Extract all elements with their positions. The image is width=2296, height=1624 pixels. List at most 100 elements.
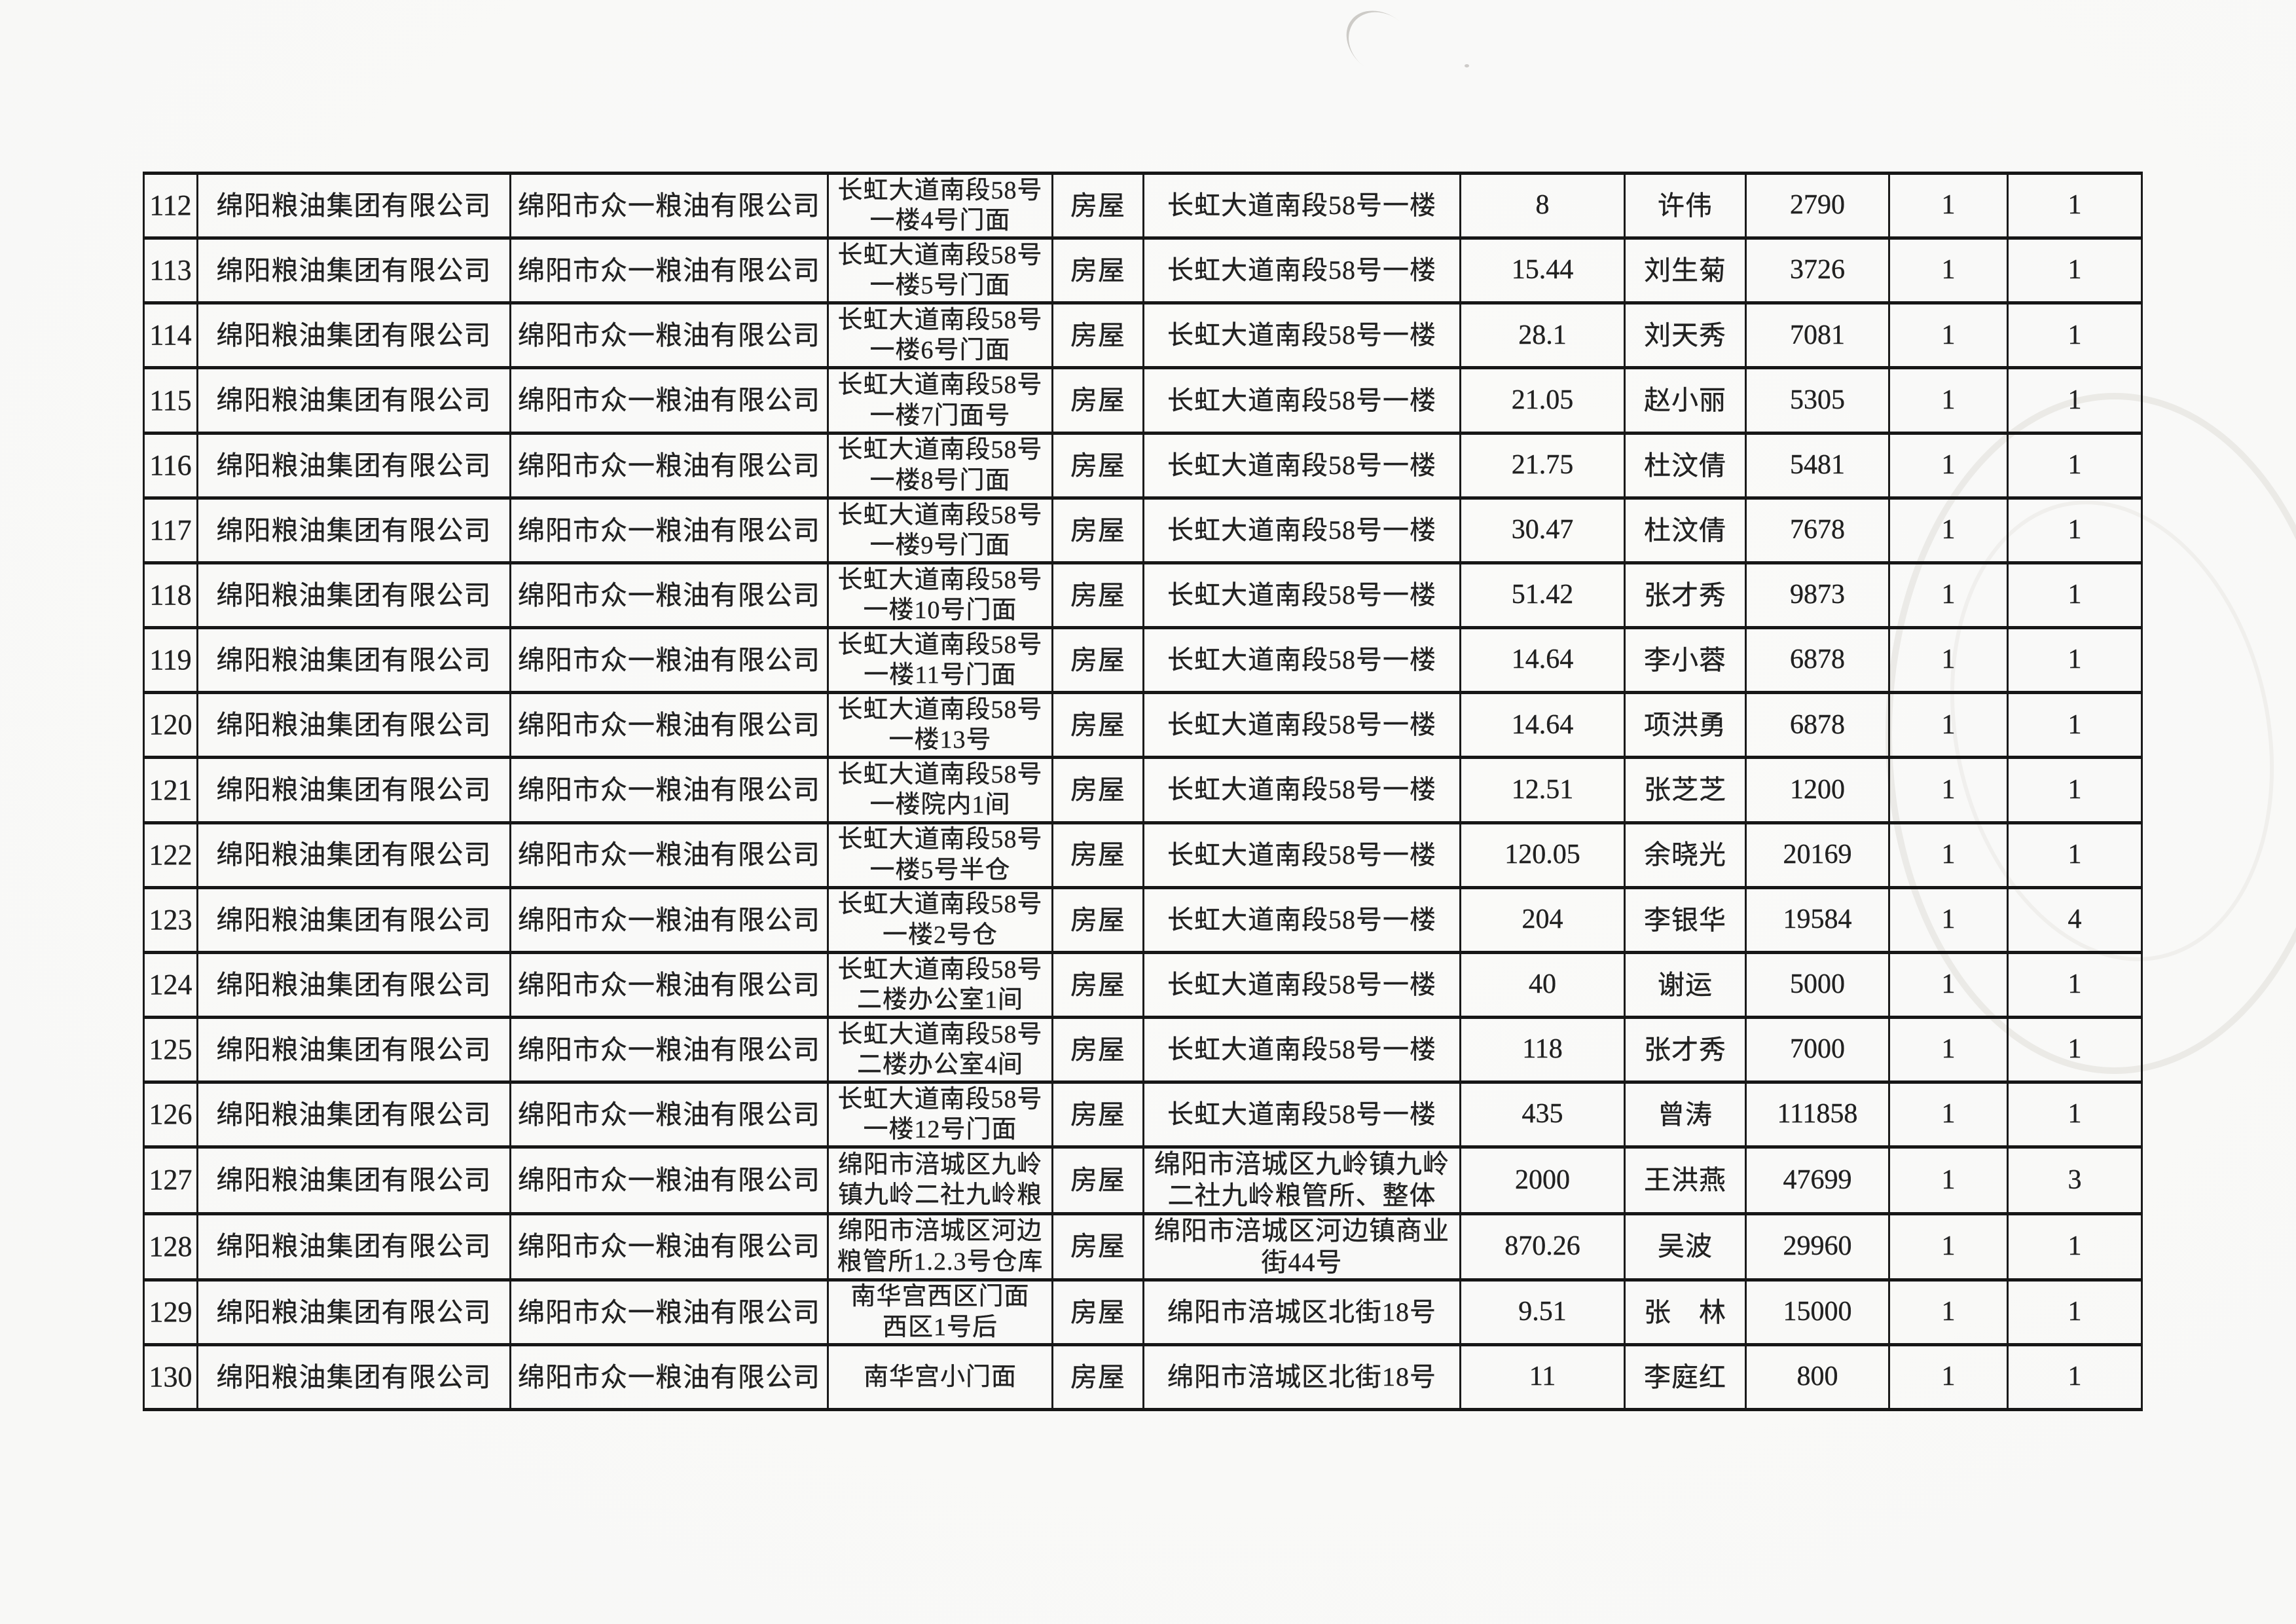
count-1-text: 1: [1941, 709, 1956, 740]
amount-text: 7678: [1790, 515, 1845, 545]
property-name-text: 长虹大道南段58号 一楼13号: [837, 695, 1043, 754]
group-company-text: 绵阳粮油集团有限公司: [216, 904, 492, 935]
row-number-text: 125: [149, 1033, 192, 1066]
property-name-cell: 南华宫西区门面 西区1号后: [827, 1278, 1053, 1346]
holding-company-cell: 绵阳市众一粮油有限公司: [509, 821, 829, 889]
row-number-cell: 126: [143, 1080, 198, 1149]
holding-company-cell: 绵阳市众一粮油有限公司: [509, 1278, 829, 1346]
property-name-text: 南华宫小门面: [863, 1363, 1017, 1391]
row-number-text: 114: [149, 319, 192, 352]
group-company-cell: 绵阳粮油集团有限公司: [196, 1342, 511, 1412]
holding-company-cell: 绵阳市众一粮油有限公司: [509, 1080, 829, 1149]
amount-text: 29960: [1783, 1230, 1852, 1261]
count-1-text: 1: [1941, 580, 1956, 610]
property-name-text: 长虹大道南段58号 一楼12号门面: [837, 1085, 1043, 1144]
count-1-text: 1: [1941, 190, 1956, 221]
row-number-text: 116: [149, 449, 192, 481]
area-cell: 14.64: [1459, 626, 1626, 695]
table-row: 126 绵阳粮油集团有限公司 绵阳市众一粮油有限公司 长虹大道南段58号 一楼1…: [143, 1080, 2143, 1149]
asset-type-text: 房屋: [1070, 385, 1125, 416]
amount-text: 7081: [1790, 320, 1845, 350]
asset-type-text: 房屋: [1070, 190, 1125, 221]
count-2-cell: 1: [2007, 1080, 2143, 1149]
person-name-cell: 张才秀: [1624, 1016, 1747, 1084]
count-2-text: 1: [2068, 1296, 2082, 1327]
table-row: 113 绵阳粮油集团有限公司 绵阳市众一粮油有限公司 长虹大道南段58号 一楼5…: [143, 236, 2143, 305]
asset-type-text: 房屋: [1070, 1297, 1125, 1327]
row-number-text: 130: [149, 1360, 192, 1393]
property-name-text: 长虹大道南段58号 一楼6号门面: [837, 306, 1043, 365]
address-text: 绵阳市涪城区九岭镇九岭 二社九岭粮管所、整体: [1154, 1149, 1449, 1211]
area-text: 30.47: [1511, 515, 1574, 545]
address-cell: 长虹大道南段58号一楼: [1142, 950, 1461, 1020]
table-row: 129 绵阳粮油集团有限公司 绵阳市众一粮油有限公司 南华宫西区门面 西区1号后…: [143, 1278, 2143, 1346]
amount-cell: 111858: [1745, 1080, 1890, 1149]
group-company-cell: 绵阳粮油集团有限公司: [196, 431, 511, 500]
area-cell: 118: [1459, 1016, 1626, 1084]
count-1-cell: 1: [1888, 366, 2009, 435]
row-number-text: 126: [149, 1098, 192, 1131]
asset-table: 112 绵阳粮油集团有限公司 绵阳市众一粮油有限公司 长虹大道南段58号 一楼4…: [143, 171, 2143, 1412]
property-name-cell: 长虹大道南段58号 二楼办公室1间: [827, 950, 1053, 1020]
property-name-text: 长虹大道南段58号 一楼5号门面: [837, 241, 1043, 300]
group-company-text: 绵阳粮油集团有限公司: [216, 1231, 492, 1262]
count-1-cell: 1: [1888, 496, 2009, 564]
address-cell: 绵阳市涪城区北街18号: [1142, 1278, 1461, 1346]
count-2-text: 1: [2068, 709, 2082, 740]
holding-company-cell: 绵阳市众一粮油有限公司: [509, 691, 829, 760]
address-cell: 长虹大道南段58号一楼: [1142, 171, 1461, 240]
group-company-cell: 绵阳粮油集团有限公司: [196, 1080, 511, 1149]
area-cell: 40: [1459, 950, 1626, 1020]
table-row: 121 绵阳粮油集团有限公司 绵阳市众一粮油有限公司 长虹大道南段58号 一楼院…: [143, 756, 2143, 824]
group-company-text: 绵阳粮油集团有限公司: [216, 450, 492, 481]
asset-type-text: 房屋: [1070, 1165, 1125, 1196]
count-2-text: 1: [2068, 190, 2082, 221]
count-2-text: 1: [2068, 449, 2082, 480]
property-name-cell: 长虹大道南段58号 一楼12号门面: [827, 1080, 1053, 1149]
address-text: 绵阳市涪城区北街18号: [1167, 1361, 1436, 1392]
amount-cell: 2790: [1745, 171, 1890, 240]
holding-company-cell: 绵阳市众一粮油有限公司: [509, 236, 829, 305]
address-cell: 长虹大道南段58号一楼: [1142, 496, 1461, 564]
count-2-text: 3: [2068, 1164, 2082, 1195]
property-name-text: 南华宫西区门面 西区1号后: [850, 1283, 1030, 1341]
holding-company-cell: 绵阳市众一粮油有限公司: [509, 171, 829, 240]
asset-type-text: 房屋: [1070, 515, 1125, 545]
count-2-text: 1: [2068, 580, 2082, 610]
count-1-cell: 1: [1888, 1278, 2009, 1346]
asset-type-cell: 房屋: [1051, 236, 1144, 305]
group-company-text: 绵阳粮油集团有限公司: [216, 385, 492, 416]
asset-type-text: 房屋: [1070, 644, 1125, 675]
asset-type-cell: 房屋: [1051, 431, 1144, 500]
count-2-cell: 1: [2007, 1211, 2143, 1282]
person-name-text: 杜汶倩: [1644, 450, 1726, 481]
person-name-text: 余晓光: [1644, 840, 1726, 870]
asset-type-cell: 房屋: [1051, 1080, 1144, 1149]
group-company-cell: 绵阳粮油集团有限公司: [196, 626, 511, 695]
property-name-cell: 长虹大道南段58号 一楼8号门面: [827, 431, 1053, 500]
table-row: 130 绵阳粮油集团有限公司 绵阳市众一粮油有限公司 南华宫小门面 房屋 绵阳市…: [143, 1342, 2143, 1412]
group-company-cell: 绵阳粮油集团有限公司: [196, 1016, 511, 1084]
address-cell: 长虹大道南段58号一楼: [1142, 301, 1461, 370]
area-text: 11: [1529, 1361, 1556, 1392]
area-text: 120.05: [1504, 839, 1580, 870]
holding-company-cell: 绵阳市众一粮油有限公司: [509, 1145, 829, 1215]
person-name-cell: 谢运: [1624, 950, 1747, 1020]
row-number-cell: 121: [143, 756, 198, 824]
count-2-text: 1: [2068, 515, 2082, 545]
property-name-cell: 绵阳市涪城区九岭 镇九岭二社九岭粮: [827, 1145, 1053, 1215]
area-text: 435: [1522, 1099, 1563, 1130]
count-2-text: 1: [2068, 969, 2082, 1000]
count-2-cell: 4: [2007, 885, 2143, 954]
holding-company-cell: 绵阳市众一粮油有限公司: [509, 885, 829, 954]
property-name-cell: 长虹大道南段58号 一楼13号: [827, 691, 1053, 760]
holding-company-text: 绵阳市众一粮油有限公司: [518, 775, 820, 805]
count-2-cell: 1: [2007, 366, 2143, 435]
row-number-cell: 124: [143, 950, 198, 1020]
person-name-text: 张芝芝: [1644, 775, 1726, 805]
row-number-cell: 127: [143, 1145, 198, 1215]
count-1-text: 1: [1941, 320, 1956, 350]
holding-company-cell: 绵阳市众一粮油有限公司: [509, 431, 829, 500]
address-cell: 长虹大道南段58号一楼: [1142, 236, 1461, 305]
